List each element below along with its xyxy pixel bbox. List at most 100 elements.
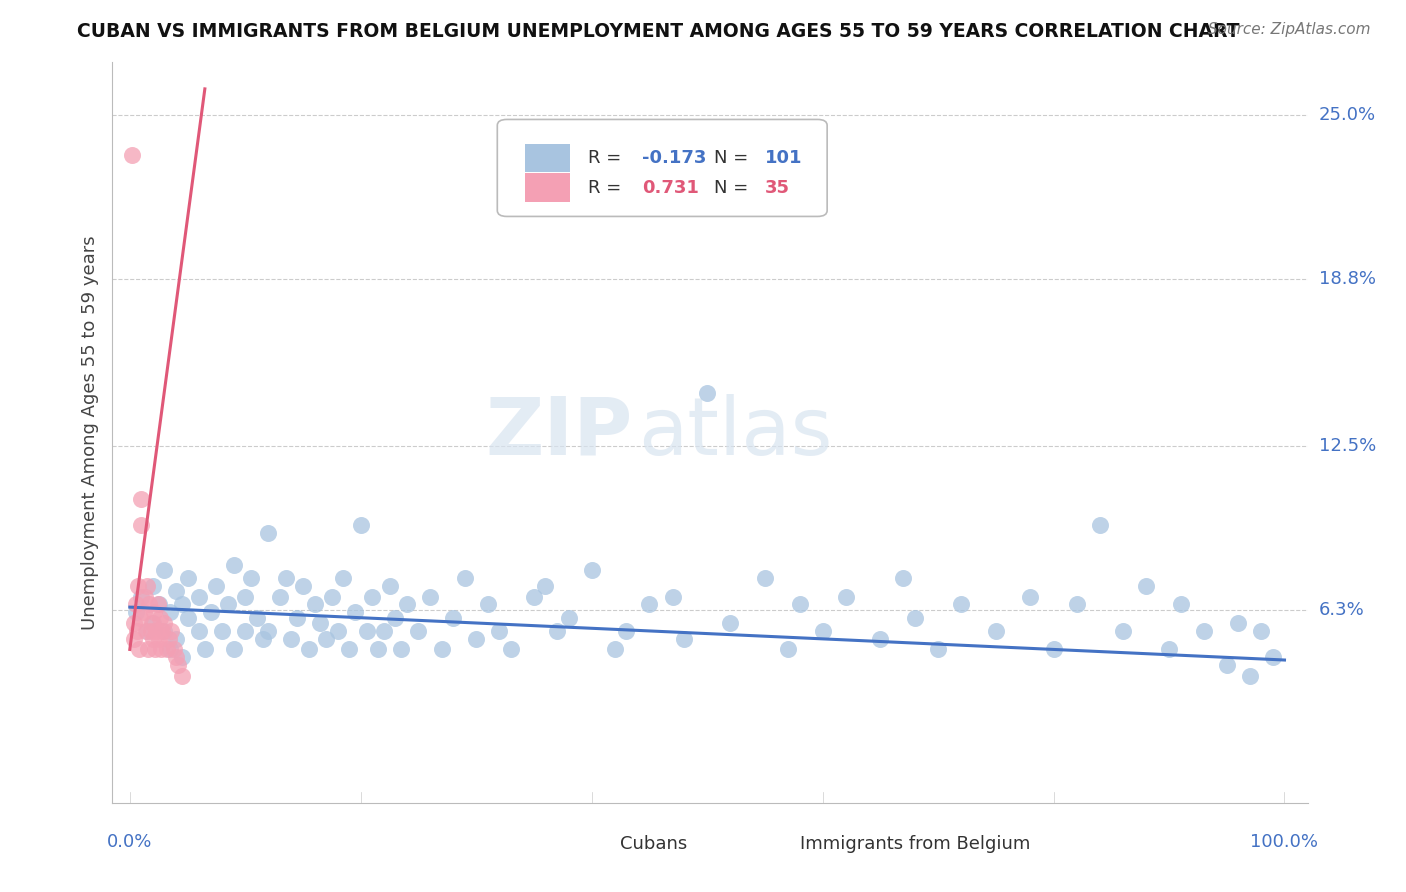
Point [332,571,354,585]
Point [194,642,217,657]
Point [176,611,198,625]
Text: R =: R = [588,149,621,167]
Point [157,632,180,646]
Point [1042,642,1064,657]
Point [384,611,406,625]
Text: 100.0%: 100.0% [1250,833,1319,851]
Point [124,632,146,646]
Point [136,579,159,593]
Point [159,606,181,620]
Point [142,579,165,593]
Point [673,632,696,646]
Point [165,632,187,646]
Y-axis label: Unemployment Among Ages 55 to 59 years: Unemployment Among Ages 55 to 59 years [80,235,98,630]
Point [1088,518,1111,533]
Point [142,632,165,646]
Point [1170,598,1192,612]
Point [233,624,256,638]
Point [176,571,198,585]
Text: atlas: atlas [638,393,832,472]
Point [367,642,389,657]
Point [135,624,157,638]
Point [134,590,156,604]
Point [298,642,321,657]
Text: 101: 101 [765,149,803,167]
Point [950,598,973,612]
Point [453,571,475,585]
Point [124,615,146,630]
Point [222,558,245,572]
Point [356,624,378,638]
Point [146,598,169,612]
Text: 0.0%: 0.0% [107,833,152,851]
Point [557,611,579,625]
Point [696,386,718,401]
Point [143,642,166,657]
Point [170,598,193,612]
Point [869,632,891,646]
Point [139,624,162,638]
Point [211,624,233,638]
Text: 6.3%: 6.3% [1319,601,1364,619]
Point [395,598,418,612]
Point [205,579,228,593]
Point [233,590,256,604]
Point [292,579,315,593]
Point [661,590,683,604]
Text: Cubans: Cubans [620,835,688,853]
Point [217,598,239,612]
Point [350,518,373,533]
Point [124,598,146,612]
Point [136,624,159,638]
Point [125,624,148,638]
Point [1192,624,1215,638]
Point [927,642,949,657]
Point [1250,624,1272,638]
Point [1066,598,1088,612]
Point [200,606,222,620]
Point [252,632,274,646]
Text: 18.8%: 18.8% [1319,270,1375,288]
Point [337,642,360,657]
Point [240,571,263,585]
Point [326,624,349,638]
Point [148,598,170,612]
Point [257,624,280,638]
Point [1216,658,1239,673]
Point [389,642,412,657]
Point [159,642,181,657]
Point [1227,615,1250,630]
Point [156,642,179,657]
Point [124,606,146,620]
FancyBboxPatch shape [524,144,571,172]
Point [614,624,637,638]
Point [419,590,441,604]
Point [246,611,269,625]
Point [138,598,160,612]
Point [603,642,626,657]
FancyBboxPatch shape [579,836,614,851]
Point [141,615,163,630]
Text: ZIP: ZIP [485,393,633,472]
Point [170,669,193,683]
Point [148,632,170,646]
Point [143,606,166,620]
Point [904,611,927,625]
Point [1019,590,1042,604]
Point [165,650,187,665]
Point [280,632,302,646]
Point [361,590,384,604]
Text: Source: ZipAtlas.com: Source: ZipAtlas.com [1208,22,1371,37]
Point [285,611,308,625]
Point [754,571,776,585]
Text: N =: N = [714,178,748,196]
Text: 35: 35 [765,178,790,196]
Point [129,611,152,625]
Point [163,642,186,657]
Point [378,579,401,593]
Point [581,563,603,577]
Point [127,579,149,593]
Text: R =: R = [588,178,621,196]
Point [132,606,155,620]
FancyBboxPatch shape [758,836,794,851]
